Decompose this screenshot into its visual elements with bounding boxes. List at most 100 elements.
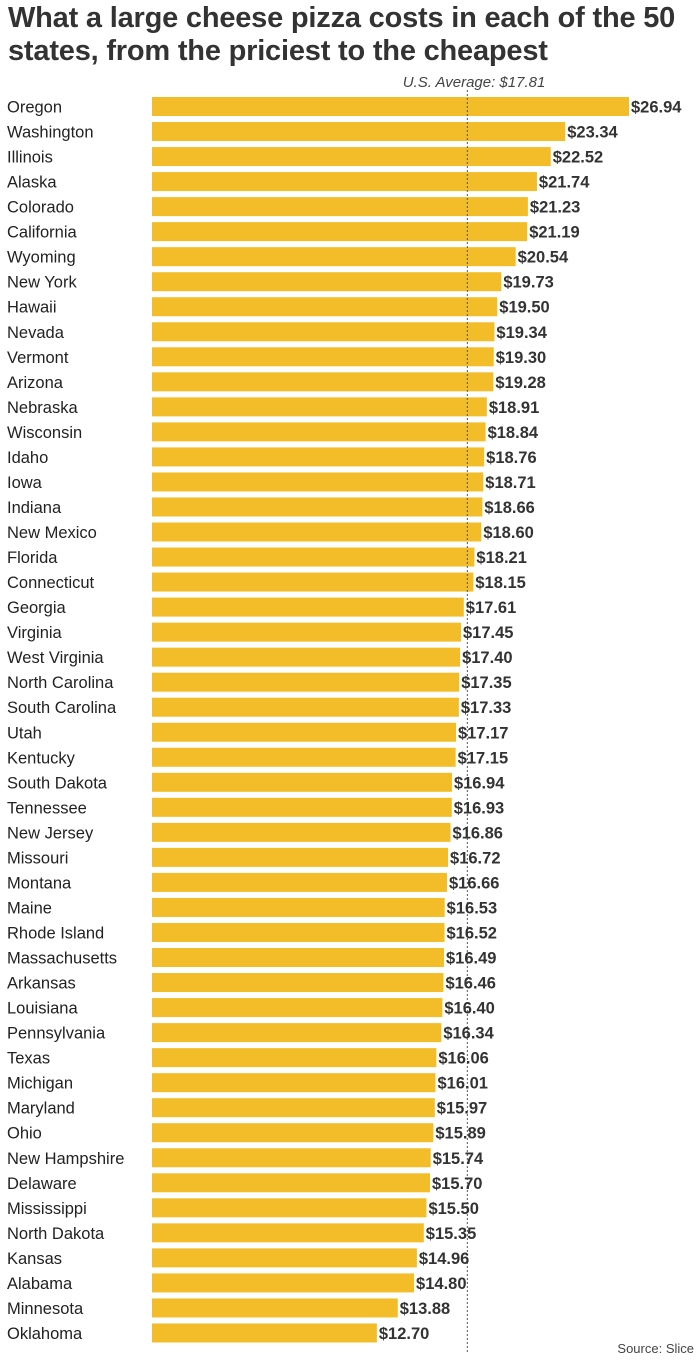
category-label-kentucky: Kentucky (7, 749, 76, 767)
value-label-missouri: $16.72 (450, 849, 500, 867)
category-label-new-york: New York (7, 274, 77, 292)
bar-kentucky (152, 747, 456, 767)
bar-tennessee (152, 797, 452, 817)
value-label-colorado: $21.23 (530, 199, 580, 217)
value-label-west-virginia: $17.40 (462, 649, 512, 667)
bar-arizona (152, 372, 494, 392)
bar-wisconsin (152, 422, 486, 442)
category-label-hawaii: Hawaii (7, 299, 57, 317)
value-label-rhode-island: $16.52 (447, 924, 497, 942)
value-label-wyoming: $20.54 (518, 249, 569, 267)
category-label-alaska: Alaska (7, 174, 57, 192)
value-label-michigan: $16.01 (437, 1075, 487, 1093)
bar-new-mexico (152, 522, 482, 542)
bar-washington (152, 122, 566, 142)
category-label-mississippi: Mississippi (7, 1200, 87, 1218)
category-label-california: California (7, 224, 78, 242)
bar-minnesota (152, 1298, 398, 1318)
value-label-idaho: $18.76 (486, 449, 536, 467)
bar-missouri (152, 847, 449, 867)
bar-michigan (152, 1073, 436, 1093)
bar-iowa (152, 472, 484, 492)
value-label-new-hampshire: $15.74 (433, 1150, 484, 1168)
value-label-nebraska: $18.91 (489, 399, 539, 417)
bar-louisiana (152, 998, 443, 1018)
bar-north-dakota (152, 1223, 424, 1243)
category-label-minnesota: Minnesota (7, 1300, 84, 1318)
category-label-north-carolina: North Carolina (7, 674, 114, 692)
bar-maryland (152, 1098, 435, 1118)
bar-alabama (152, 1273, 415, 1293)
category-label-nebraska: Nebraska (7, 399, 78, 417)
value-label-georgia: $17.61 (466, 599, 516, 617)
value-label-new-jersey: $16.86 (453, 824, 503, 842)
value-label-california: $21.19 (529, 224, 579, 242)
value-label-kentucky: $17.15 (458, 749, 508, 767)
bar-hawaii (152, 297, 498, 317)
category-label-idaho: Idaho (7, 449, 48, 467)
bar-virginia (152, 622, 461, 642)
value-label-maryland: $15.97 (437, 1100, 487, 1118)
value-label-new-york: $19.73 (503, 274, 553, 292)
source-note: Source: Slice (617, 1341, 694, 1356)
average-reference-label: U.S. Average: $17.81 (403, 74, 546, 91)
bar-montana (152, 872, 447, 892)
bar-ohio (152, 1123, 434, 1143)
bar-west-virginia (152, 647, 461, 667)
bar-nevada (152, 322, 495, 342)
category-label-rhode-island: Rhode Island (7, 924, 104, 942)
value-label-kansas: $14.96 (419, 1250, 469, 1268)
category-label-maryland: Maryland (7, 1100, 75, 1118)
category-label-tennessee: Tennessee (7, 799, 87, 817)
category-label-virginia: Virginia (7, 624, 63, 642)
category-label-michigan: Michigan (7, 1075, 73, 1093)
category-label-vermont: Vermont (7, 349, 69, 367)
bar-south-dakota (152, 772, 452, 792)
bar-indiana (152, 497, 483, 517)
value-label-illinois: $22.52 (553, 149, 603, 167)
value-label-arkansas: $16.46 (445, 975, 495, 993)
value-label-nevada: $19.34 (496, 324, 547, 342)
category-label-ohio: Ohio (7, 1125, 42, 1143)
category-label-south-dakota: South Dakota (7, 774, 108, 792)
category-label-georgia: Georgia (7, 599, 67, 617)
bar-massachusetts (152, 948, 444, 968)
value-label-delaware: $15.70 (432, 1175, 482, 1193)
value-label-indiana: $18.66 (484, 499, 534, 517)
bar-utah (152, 722, 457, 742)
category-label-alabama: Alabama (7, 1275, 73, 1293)
value-label-montana: $16.66 (449, 874, 499, 892)
category-label-illinois: Illinois (7, 149, 53, 167)
value-label-louisiana: $16.40 (444, 1000, 494, 1018)
bar-alaska (152, 172, 537, 192)
bar-rhode-island (152, 922, 445, 942)
category-label-iowa: Iowa (7, 474, 43, 492)
value-label-florida: $18.21 (476, 549, 526, 567)
bar-texas (152, 1048, 437, 1068)
bar-south-carolina (152, 697, 459, 717)
bar-colorado (152, 197, 528, 217)
value-label-south-dakota: $16.94 (454, 774, 505, 792)
value-label-minnesota: $13.88 (400, 1300, 450, 1318)
value-label-oregon: $26.94 (631, 99, 682, 117)
value-label-texas: $16.06 (438, 1050, 488, 1068)
value-label-iowa: $18.71 (485, 474, 535, 492)
chart-title: What a large cheese pizza costs in each … (8, 2, 676, 67)
bar-new-jersey (152, 822, 451, 842)
category-label-kansas: Kansas (7, 1250, 62, 1268)
category-label-massachusetts: Massachusetts (7, 950, 117, 968)
value-label-washington: $23.34 (567, 124, 618, 142)
bar-oregon (152, 97, 629, 116)
category-label-west-virginia: West Virginia (7, 649, 104, 667)
category-label-pennsylvania: Pennsylvania (7, 1025, 106, 1043)
category-label-louisiana: Louisiana (7, 1000, 78, 1018)
category-label-colorado: Colorado (7, 199, 74, 217)
value-label-alabama: $14.80 (416, 1275, 466, 1293)
value-label-tennessee: $16.93 (454, 799, 504, 817)
bar-mississippi (152, 1198, 427, 1218)
bar-new-hampshire (152, 1148, 431, 1168)
category-label-south-carolina: South Carolina (7, 699, 117, 717)
category-label-arizona: Arizona (7, 374, 64, 392)
bar-california (152, 222, 528, 242)
